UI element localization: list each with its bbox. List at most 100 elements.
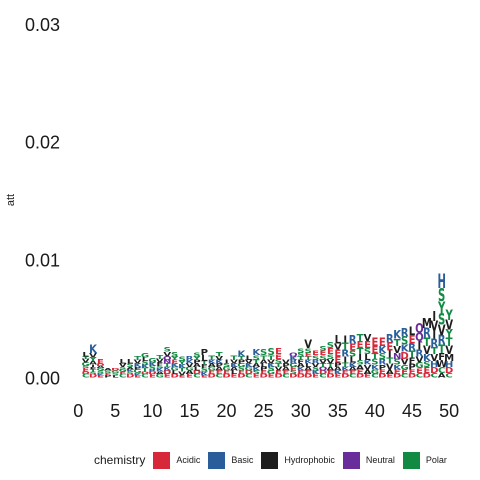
logo-letter: D bbox=[141, 371, 149, 375]
logo-letter: E bbox=[327, 348, 334, 357]
logo-letter: R bbox=[378, 358, 386, 367]
logo-letter: T bbox=[268, 354, 275, 362]
logo-letter: I bbox=[432, 328, 436, 342]
logo-letter: C bbox=[282, 373, 290, 379]
logo-letter: L bbox=[260, 363, 266, 369]
x-tick-label: 50 bbox=[439, 401, 459, 421]
logo-letter: D bbox=[356, 373, 365, 379]
logo-letter: L bbox=[82, 350, 89, 358]
logo-letter: S bbox=[178, 355, 185, 363]
logo-letter: C bbox=[193, 373, 201, 379]
logo-letter: V bbox=[334, 343, 343, 352]
logo-letter: K bbox=[215, 359, 224, 365]
logo-letter: F bbox=[438, 352, 445, 363]
legend-item: Neutral bbox=[342, 451, 395, 469]
logo-letter: V bbox=[304, 338, 312, 352]
logo-letter: D bbox=[393, 373, 402, 379]
y-tick-label: 0.01 bbox=[25, 251, 60, 271]
logo-letter: V bbox=[215, 356, 224, 362]
legend-swatch bbox=[342, 451, 360, 469]
logo-letter: K bbox=[341, 366, 350, 372]
logo-letter: V bbox=[156, 358, 165, 364]
legend-swatch bbox=[208, 451, 226, 469]
logo-letter: S bbox=[201, 367, 209, 373]
logo-letter: S bbox=[82, 365, 89, 369]
logo-letter: R bbox=[289, 359, 297, 365]
logo-letter: S bbox=[438, 286, 445, 306]
logo-letter: C bbox=[371, 373, 379, 379]
logo-letter: I bbox=[358, 354, 362, 363]
logo-letter: A bbox=[186, 370, 195, 376]
logo-letter: P bbox=[408, 363, 416, 372]
logo-letter: E bbox=[409, 333, 416, 347]
logo-letter: S bbox=[260, 349, 267, 358]
logo-letter: G bbox=[222, 366, 230, 372]
logo-letter: T bbox=[386, 357, 394, 366]
logo-letter: D bbox=[111, 368, 119, 372]
logo-letter: E bbox=[134, 375, 141, 379]
logo-letter: V bbox=[245, 359, 254, 365]
logo-letter: D bbox=[81, 371, 89, 375]
logo-letter: S bbox=[379, 353, 386, 362]
logo-letter: T bbox=[423, 335, 431, 349]
logo-letter: T bbox=[357, 348, 365, 357]
logo-letter: E bbox=[357, 368, 364, 376]
logo-letter: K bbox=[297, 366, 306, 372]
logo-letter: K bbox=[378, 345, 386, 356]
logo-letter: N bbox=[393, 353, 401, 362]
logo-letter: G bbox=[289, 363, 297, 369]
logo-letter: K bbox=[401, 344, 409, 355]
logo-letter: P bbox=[260, 366, 268, 372]
logo-letter: K bbox=[334, 370, 343, 376]
logo-letter: E bbox=[223, 370, 230, 376]
logo-letter: C bbox=[416, 372, 423, 380]
x-tick-label: 5 bbox=[110, 401, 120, 421]
x-tick-label: 15 bbox=[179, 401, 199, 421]
logo-letter: I bbox=[388, 350, 392, 361]
logo-letter: S bbox=[356, 359, 363, 367]
logo-letter: P bbox=[282, 363, 290, 369]
logo-letter: K bbox=[141, 364, 150, 370]
logo-letter: V bbox=[282, 359, 291, 365]
logo-letter: H bbox=[445, 361, 453, 370]
logo-letter: K bbox=[89, 342, 97, 356]
logo-letter: P bbox=[238, 359, 246, 365]
logo-letter: C bbox=[245, 373, 253, 379]
logo-letter: K bbox=[163, 366, 172, 372]
logo-letter: T bbox=[446, 335, 454, 349]
logo-letter: E bbox=[97, 375, 104, 379]
logo-letter: T bbox=[431, 346, 438, 357]
logo-letter: V bbox=[364, 333, 372, 344]
logo-letter: E bbox=[282, 370, 289, 376]
logo-letter: D bbox=[341, 373, 350, 379]
logo-letter: D bbox=[237, 373, 246, 379]
logo-letter: E bbox=[371, 345, 378, 356]
logo-letter: D bbox=[304, 373, 313, 379]
logo-letter: E bbox=[327, 370, 334, 376]
logo-letter: S bbox=[149, 365, 157, 371]
legend-item: Hydrophobic bbox=[261, 451, 335, 469]
logo-letter: L bbox=[171, 370, 177, 376]
logo-letter: L bbox=[409, 325, 416, 339]
logo-letter: E bbox=[386, 340, 393, 354]
logo-letter: E bbox=[371, 335, 378, 349]
logo-letter: L bbox=[364, 354, 371, 363]
logo-letter: E bbox=[386, 373, 393, 379]
logo-letter: R bbox=[312, 359, 320, 365]
logo-letter: E bbox=[238, 370, 245, 376]
logo-letter: S bbox=[401, 334, 408, 348]
logo-letter: E bbox=[305, 370, 312, 376]
logo-letter: T bbox=[342, 341, 349, 352]
logo-letter: E bbox=[253, 373, 260, 379]
logo-letter: D bbox=[326, 373, 335, 379]
logo-letter: V bbox=[119, 363, 128, 369]
logo-letter: E bbox=[349, 343, 356, 354]
logo-letter: A bbox=[356, 363, 364, 371]
logo-letter: P bbox=[134, 366, 142, 370]
y-axis-title: att bbox=[5, 194, 17, 206]
logo-letter: L bbox=[142, 357, 148, 363]
logo-letter: E bbox=[297, 370, 304, 376]
logo-letter: P bbox=[104, 375, 112, 379]
logo-letter: S bbox=[223, 363, 231, 369]
